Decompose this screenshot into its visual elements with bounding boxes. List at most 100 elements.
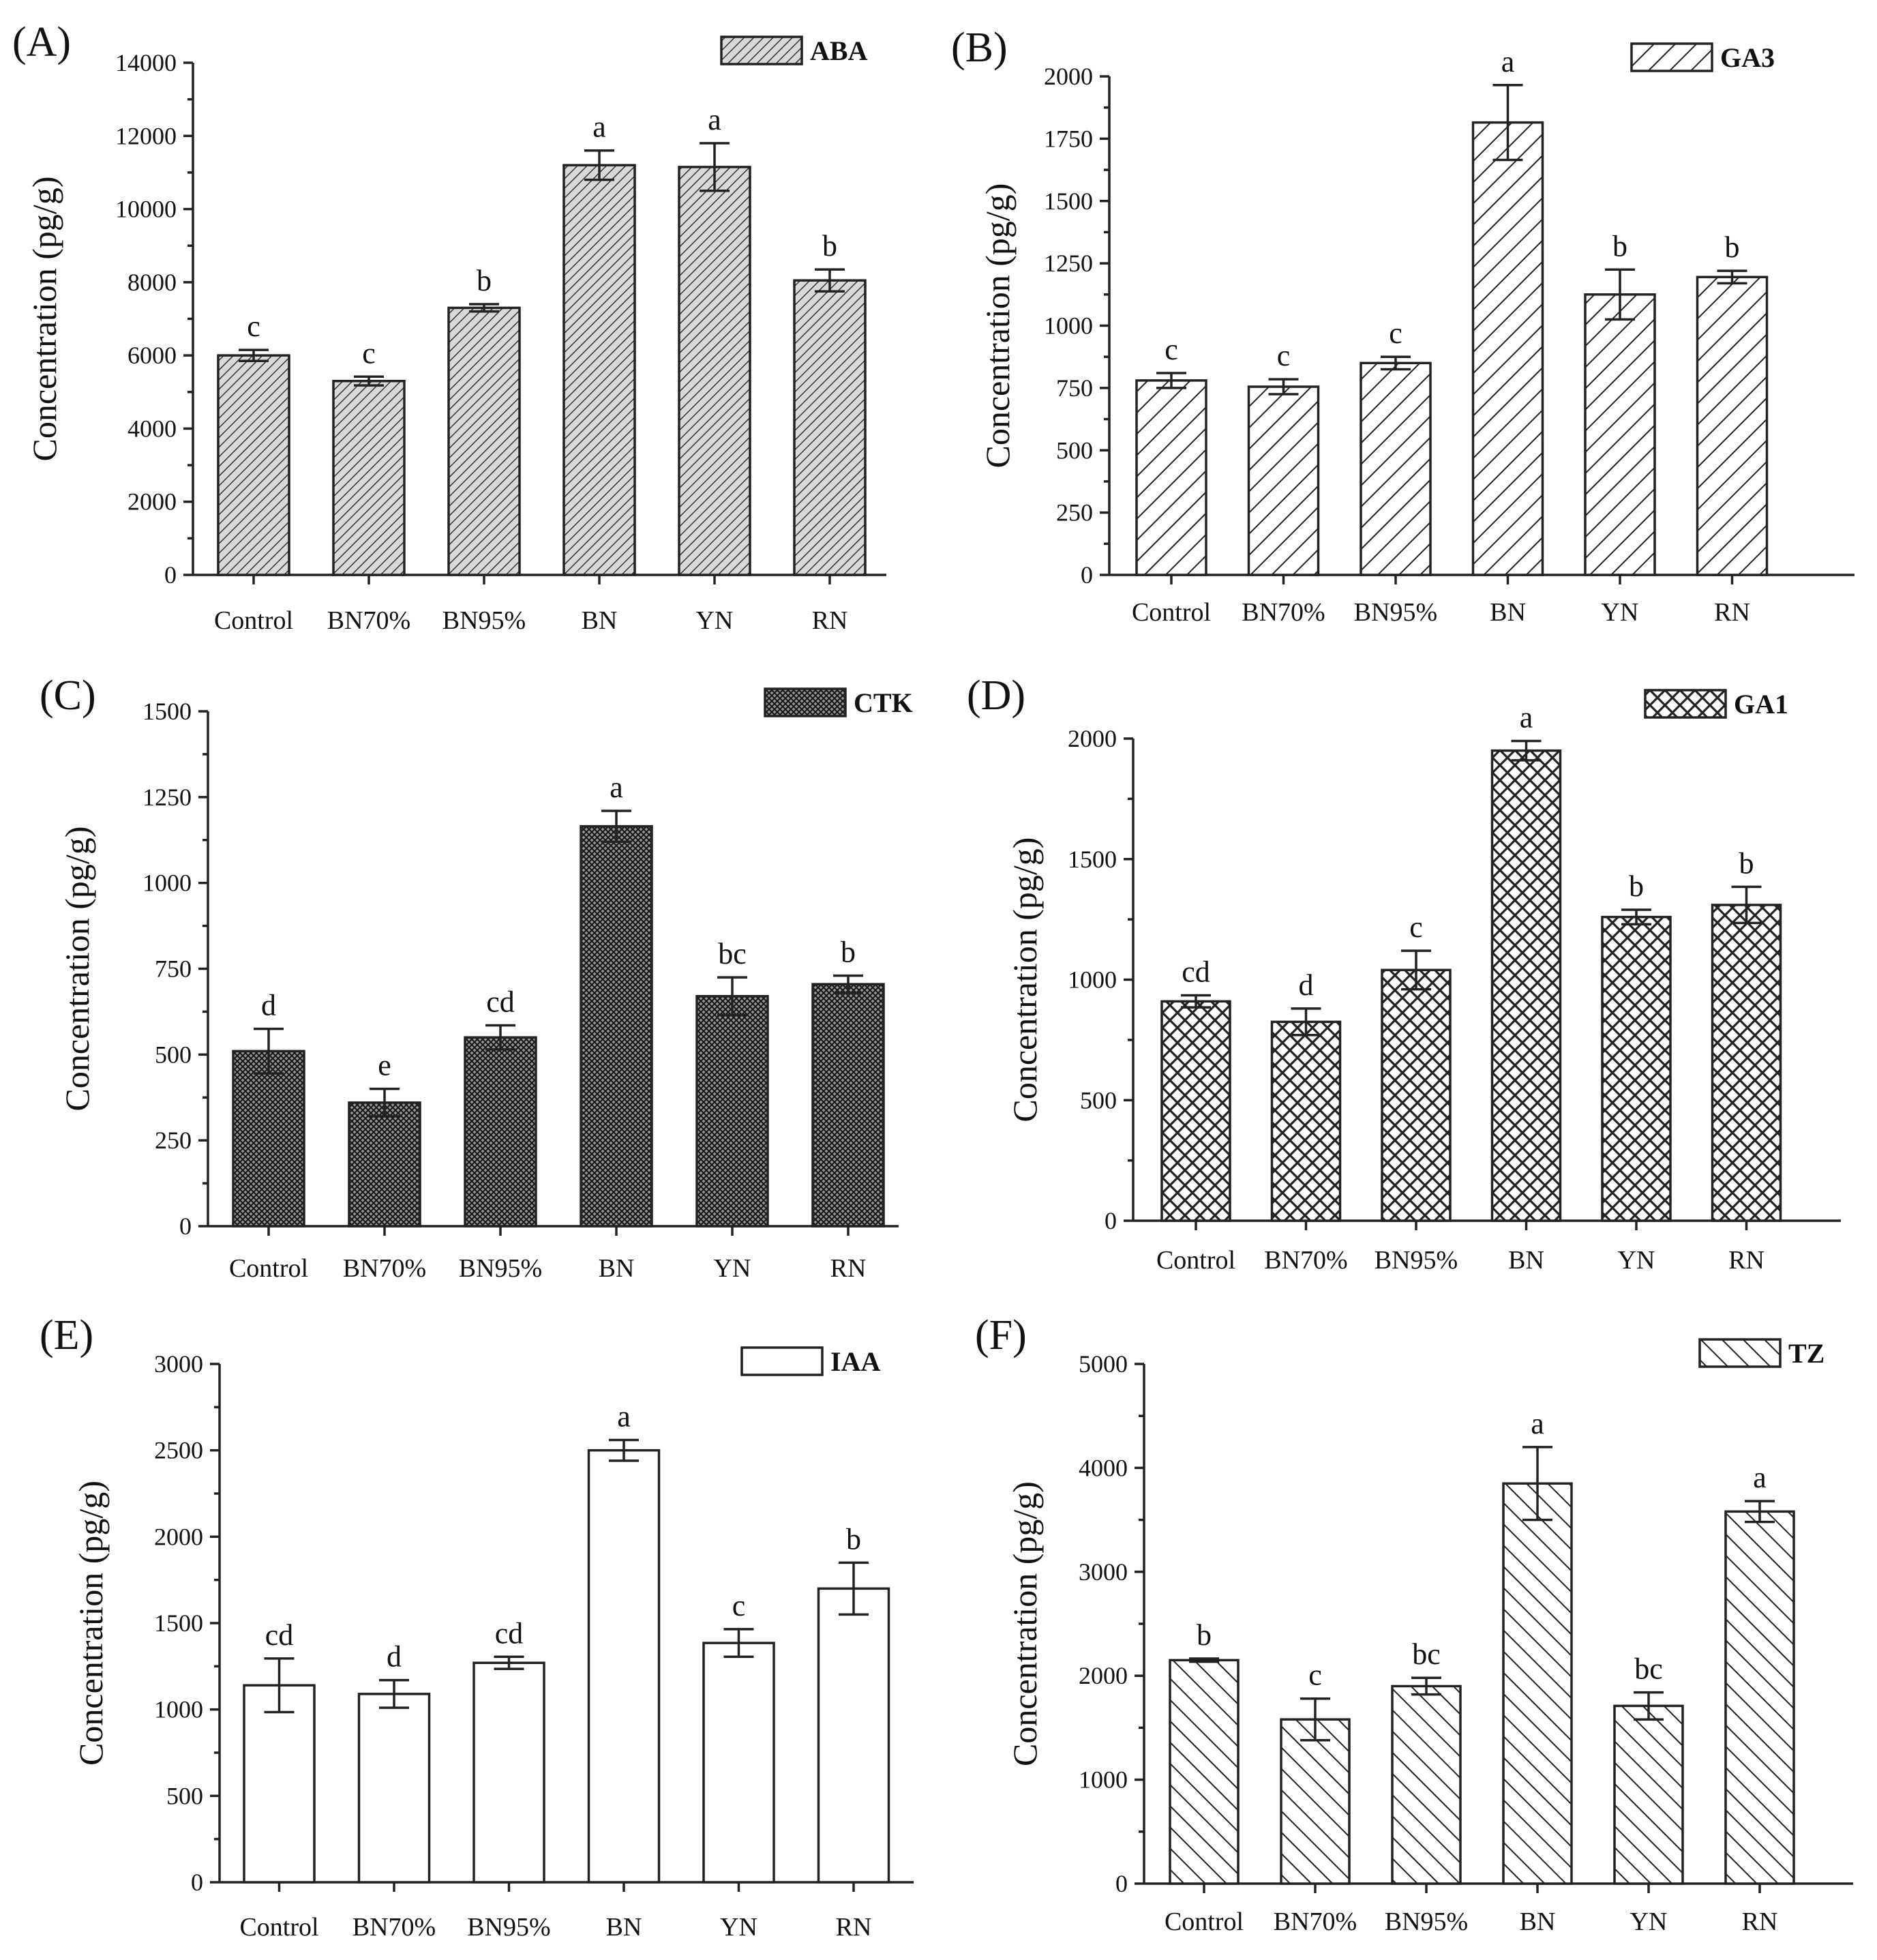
- significance-label: c: [1277, 339, 1291, 372]
- y-tick-label: 500: [155, 1041, 192, 1068]
- significance-label: a: [708, 103, 721, 136]
- bar: [1169, 1659, 1240, 1885]
- error-bar: [1717, 269, 1747, 285]
- significance-label: b: [1629, 870, 1644, 903]
- y-tick-label: 1250: [142, 784, 192, 811]
- error-bar: [1189, 1657, 1219, 1663]
- error-bar: [254, 1027, 284, 1075]
- x-tick-label: BN95%: [1354, 598, 1437, 627]
- panel-label: (F): [975, 1312, 1027, 1358]
- x-tick-label: BN: [599, 1254, 635, 1283]
- chart-panel-c: (C) 0 250 500 750 1000 1250 1500 Concentration (…: [40, 672, 913, 1283]
- x-tick-label: RN: [1728, 1246, 1765, 1275]
- bar: [332, 379, 406, 576]
- significance-label: a: [1501, 45, 1515, 78]
- significance-label: c: [1409, 910, 1423, 944]
- error-bar: [1621, 908, 1651, 925]
- y-tick-label: 250: [1056, 499, 1093, 526]
- x-tick-label: BN95%: [1385, 1907, 1468, 1936]
- error-bar: [700, 142, 730, 192]
- x-tick-label: BN70%: [1274, 1907, 1357, 1936]
- y-tick-label: 1750: [1044, 125, 1093, 152]
- significance-label: d: [387, 1640, 402, 1674]
- bar: [1247, 385, 1320, 576]
- bar: [1160, 1000, 1231, 1222]
- y-tick-label: 750: [1056, 374, 1093, 402]
- error-bar: [354, 375, 384, 387]
- error-bar: [601, 810, 631, 844]
- error-bar: [815, 268, 845, 293]
- x-tick-label: Control: [1132, 598, 1211, 627]
- bar: [232, 1050, 305, 1228]
- panel-label: (A): [12, 19, 71, 65]
- bar: [357, 1693, 431, 1884]
- legend-label: CTK: [854, 687, 913, 718]
- y-tick-label: 2000: [1044, 63, 1093, 90]
- error-bar: [370, 1087, 400, 1118]
- panel-label: (D): [967, 672, 1025, 719]
- chart-panel-b: (B) 0 250 500 750 1000 1250 1500 1750 2000 Concent…: [951, 25, 1855, 627]
- y-tick-label: 6000: [127, 342, 177, 369]
- bar: [1391, 1684, 1462, 1885]
- significance-label: b: [1612, 229, 1627, 263]
- x-tick-label: BN: [1508, 1246, 1544, 1275]
- chart-panel-f: (F) 0 1000 2000 3000 4000 5000 Concentration (p…: [975, 1312, 1853, 1936]
- y-axis-title: Concentration (pg/g): [1006, 1481, 1044, 1766]
- error-bar: [1745, 1500, 1775, 1524]
- y-tick-label: 4000: [1079, 1454, 1128, 1481]
- error-bar: [239, 348, 269, 362]
- bar: [587, 1449, 661, 1884]
- y-tick-label: 1000: [1068, 966, 1117, 994]
- x-tick-label: Control: [214, 606, 293, 635]
- significance-label: a: [592, 110, 606, 144]
- y-axis-title: Concentration (pg/g): [978, 183, 1017, 469]
- y-axis-title: Concentration (pg/g): [72, 1481, 110, 1766]
- y-tick-label: 4000: [127, 415, 177, 442]
- y-tick-label: 0: [1115, 1870, 1128, 1897]
- significance-label: a: [1520, 701, 1533, 734]
- error-bar: [1156, 372, 1186, 389]
- bar: [447, 306, 521, 576]
- error-bar: [1291, 1007, 1321, 1037]
- significance-label: c: [1389, 316, 1402, 350]
- legend-label: TZ: [1788, 1338, 1825, 1369]
- y-tick-label: 0: [1081, 561, 1093, 589]
- x-tick-label: BN95%: [459, 1254, 542, 1283]
- panel-label: (B): [951, 25, 1008, 71]
- y-tick-label: 500: [1080, 1086, 1117, 1114]
- legend-swatch: [1630, 42, 1713, 72]
- x-tick-label: YN: [696, 606, 734, 635]
- y-tick-label: 2000: [154, 1523, 203, 1550]
- y-tick-label: 3000: [1079, 1558, 1128, 1586]
- bar: [1471, 121, 1544, 576]
- y-tick-label: 0: [191, 1869, 203, 1896]
- bar: [1135, 379, 1207, 576]
- y-tick-label: 0: [1105, 1207, 1117, 1234]
- x-tick-label: BN70%: [327, 606, 410, 635]
- y-tick-label: 1000: [1044, 312, 1093, 340]
- error-bar: [494, 1655, 524, 1670]
- y-tick-label: 0: [179, 1213, 192, 1240]
- panel-label: (C): [40, 672, 96, 719]
- y-tick-label: 2000: [1068, 725, 1117, 752]
- bar: [464, 1036, 537, 1228]
- error-bar: [264, 1657, 295, 1714]
- x-tick-label: RN: [812, 606, 848, 635]
- x-tick-label: Control: [1165, 1907, 1244, 1936]
- error-bar: [1411, 1676, 1441, 1696]
- y-tick-label: 1000: [154, 1696, 203, 1723]
- error-bar: [723, 1628, 754, 1659]
- bar: [1280, 1718, 1351, 1885]
- significance-label: c: [1308, 1659, 1322, 1692]
- significance-label: a: [1531, 1407, 1544, 1440]
- x-tick-label: YN: [720, 1913, 757, 1942]
- bar: [811, 983, 885, 1228]
- x-tick-label: RN: [1714, 598, 1750, 627]
- bar: [1360, 361, 1432, 576]
- bar: [348, 1101, 421, 1228]
- y-axis-title: Concentration (pg/g): [25, 177, 63, 462]
- error-bar: [1731, 885, 1762, 925]
- legend-swatch: [764, 687, 847, 717]
- y-tick-label: 14000: [115, 49, 177, 76]
- y-tick-label: 1500: [142, 698, 192, 725]
